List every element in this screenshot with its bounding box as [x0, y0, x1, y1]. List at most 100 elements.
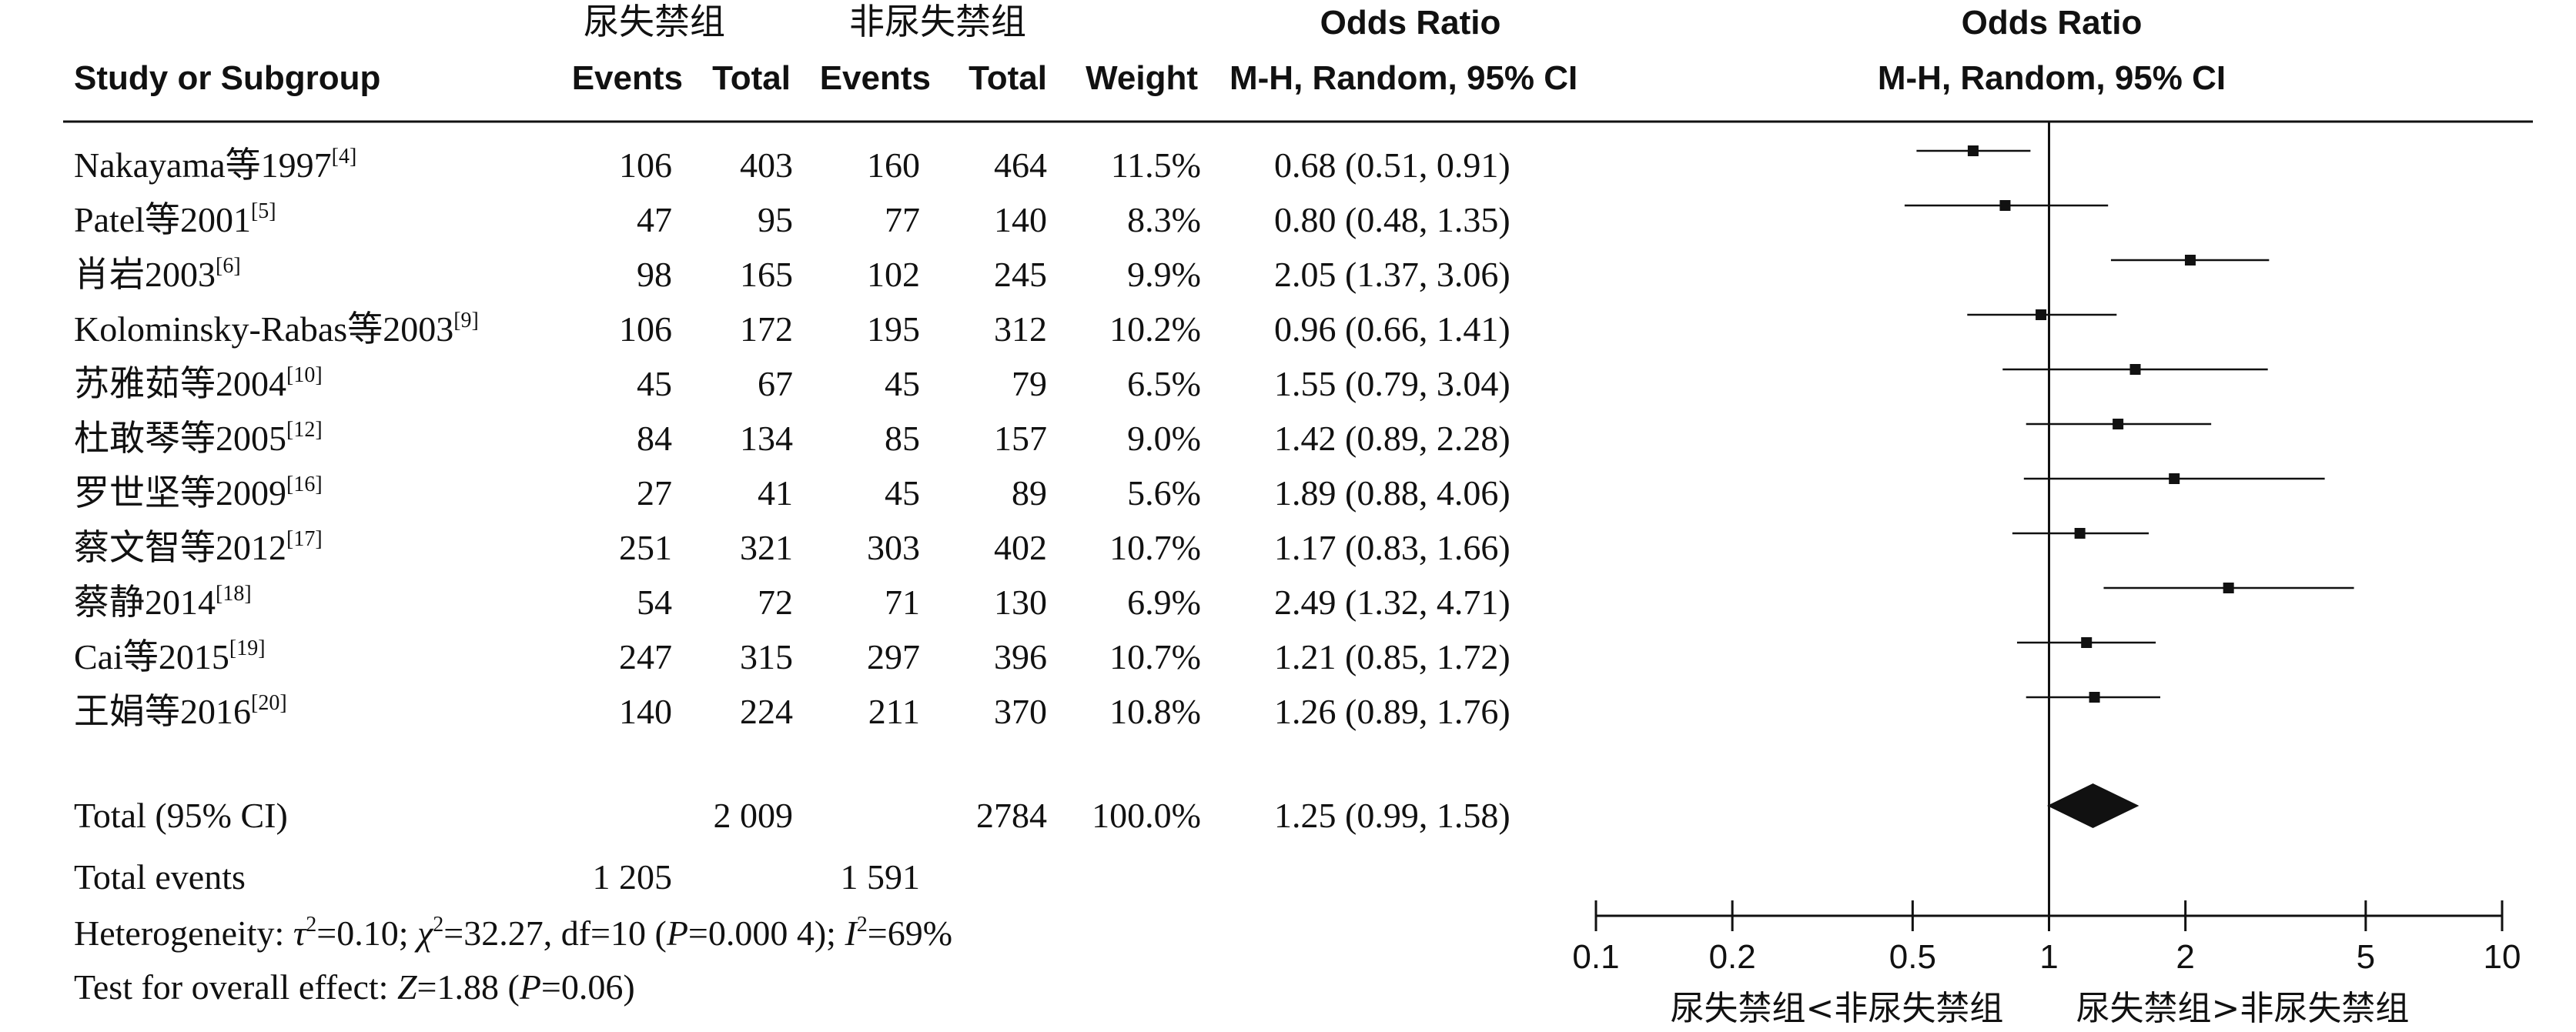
total-row-label: Total (95% CI) — [74, 796, 288, 835]
weight-value: 9.0% — [1127, 419, 1201, 458]
x-axis-tick-label: 0.2 — [1709, 938, 1756, 976]
study-reference: [5] — [251, 199, 276, 223]
odds-ratio-ci: 1.89 (0.88, 4.06) — [1274, 473, 1510, 513]
total-group1: 41 — [758, 473, 793, 513]
or-column-header: M-H, Random, 95% CI — [1229, 59, 1577, 97]
study-name: 王娟等2016[20] — [74, 691, 287, 731]
study-name: Patel等2001[5] — [74, 199, 276, 239]
weight-value: 8.3% — [1127, 200, 1201, 239]
x-axis-tick-label: 0.5 — [1889, 938, 1936, 976]
study-point-marker — [2089, 692, 2100, 703]
total-group1: 315 — [740, 637, 793, 676]
study-point-marker — [2223, 583, 2234, 593]
total-row-total1: 2 009 — [714, 796, 794, 835]
study-reference: [20] — [251, 691, 287, 715]
weight-value: 6.5% — [1127, 364, 1201, 403]
total-row-total2: 2784 — [976, 796, 1047, 835]
study-name: Cai等2015[19] — [74, 636, 266, 676]
total-group2: 157 — [994, 419, 1047, 458]
events-group2: 297 — [867, 637, 920, 676]
odds-ratio-ci: 0.68 (0.51, 0.91) — [1274, 145, 1510, 185]
group2-header: 非尿失禁组 — [849, 1, 1026, 42]
favours-right-label: 尿失禁组>非尿失禁组 — [2076, 989, 2410, 1028]
total-group2: 370 — [994, 692, 1047, 731]
study-row: 王娟等2016[20] 140 224 211 370 10.8% 1.26 (0.89, … — [74, 691, 1510, 731]
study-name-text: Cai等2015 — [74, 637, 229, 676]
study-point-marker — [2074, 528, 2086, 539]
study-name-text: 蔡静2014 — [74, 583, 216, 622]
heterogeneity-text: Heterogeneity: τ2=0.10; χ2=32.27, df=10 … — [74, 913, 952, 953]
events-group2: 45 — [885, 473, 920, 513]
events-group2: 77 — [885, 200, 920, 239]
study-name: Nakayama等1997[4] — [74, 145, 356, 185]
weight-column-header: Weight — [1086, 59, 1198, 97]
study-row: 蔡静2014[18] 54 72 71 130 6.9% 2.49 (1.32, 4.71) — [74, 582, 1510, 622]
total2-column-header: Total — [969, 59, 1047, 97]
study-reference: [17] — [286, 527, 323, 551]
total-group2: 79 — [1012, 364, 1047, 403]
events2-column-header: Events — [820, 59, 931, 97]
events-group1: 47 — [637, 200, 672, 239]
x-axis-tick-label: 5 — [2357, 938, 2375, 976]
study-row: Patel等2001[5] 47 95 77 140 8.3% 0.80 (0.48, 1.… — [74, 199, 1510, 239]
total-group1: 403 — [740, 145, 793, 185]
events-group1: 247 — [619, 637, 672, 676]
events-group1: 140 — [619, 692, 672, 731]
events-group2: 160 — [867, 145, 920, 185]
study-name-text: 王娟等2016 — [74, 692, 251, 731]
odds-ratio-ci: 1.17 (0.83, 1.66) — [1274, 528, 1510, 567]
events-group1: 106 — [619, 145, 672, 185]
weight-value: 10.8% — [1109, 692, 1201, 731]
x-axis-tick-label: 10 — [2484, 938, 2521, 976]
study-reference: [4] — [332, 145, 357, 169]
study-reference: [18] — [216, 582, 252, 606]
total-events-group2: 1 591 — [841, 857, 921, 897]
study-point-marker — [2184, 255, 2196, 266]
total-events-label: Total events — [74, 857, 246, 897]
study-name: Kolominsky-Rabas等2003[9] — [74, 309, 479, 349]
total-group2: 396 — [994, 637, 1047, 676]
or-header-title: Odds Ratio — [1320, 4, 1501, 42]
events-group2: 85 — [885, 419, 920, 458]
x-axis-tick-label: 0.1 — [1572, 938, 1619, 976]
events-group1: 54 — [637, 583, 672, 622]
study-row: 杜敢琴等2005[12] 84 134 85 157 9.0% 1.42 (0.89, 2.… — [74, 418, 1510, 458]
total-group1: 165 — [740, 255, 793, 294]
events-group1: 106 — [619, 309, 672, 349]
total-row-weight: 100.0% — [1092, 796, 1201, 835]
events-group2: 195 — [867, 309, 920, 349]
total-group2: 464 — [994, 145, 1047, 185]
study-name-text: Patel等2001 — [74, 200, 251, 239]
study-name: 罗世坚等2009[16] — [74, 473, 323, 513]
study-row: 罗世坚等2009[16] 27 41 45 89 5.6% 1.89 (0.88, 4.06… — [74, 473, 1510, 513]
study-row: Cai等2015[19] 247 315 297 396 10.7% 1.21 (0.85,… — [74, 636, 1510, 676]
study-point-marker — [1999, 200, 2011, 211]
study-reference: [9] — [453, 309, 479, 332]
study-rows: Nakayama等1997[4] 106 403 160 464 11.5% 0.68 (0… — [74, 145, 1510, 731]
weight-value: 9.9% — [1127, 255, 1201, 294]
x-axis-tick-label: 2 — [2176, 938, 2194, 976]
total-group1: 95 — [758, 200, 793, 239]
study-name: 蔡静2014[18] — [74, 582, 252, 622]
study-point-marker — [2113, 419, 2124, 429]
odds-ratio-ci: 2.49 (1.32, 4.71) — [1274, 583, 1510, 622]
weight-value: 10.7% — [1109, 637, 1201, 676]
total-group2: 89 — [1012, 473, 1047, 513]
study-reference: [19] — [229, 636, 266, 660]
odds-ratio-ci: 1.21 (0.85, 1.72) — [1274, 637, 1510, 676]
events-group1: 84 — [637, 419, 672, 458]
odds-ratio-ci: 0.80 (0.48, 1.35) — [1274, 200, 1510, 239]
events-group1: 251 — [619, 528, 672, 567]
total-row-ci: 1.25 (0.99, 1.58) — [1274, 796, 1510, 835]
total-group2: 312 — [994, 309, 1047, 349]
study-name: 蔡文智等2012[17] — [74, 527, 323, 567]
study-row: 蔡文智等2012[17] 251 321 303 402 10.7% 1.17 (0.83,… — [74, 527, 1510, 567]
study-reference: [12] — [286, 418, 323, 442]
study-reference: [6] — [216, 254, 241, 278]
total-group1: 172 — [740, 309, 793, 349]
study-name: 肖岩2003[6] — [74, 254, 241, 294]
plot-header-title: Odds Ratio — [1962, 4, 2143, 42]
study-point-marker — [2129, 364, 2141, 375]
study-name-text: 蔡文智等2012 — [74, 528, 286, 567]
